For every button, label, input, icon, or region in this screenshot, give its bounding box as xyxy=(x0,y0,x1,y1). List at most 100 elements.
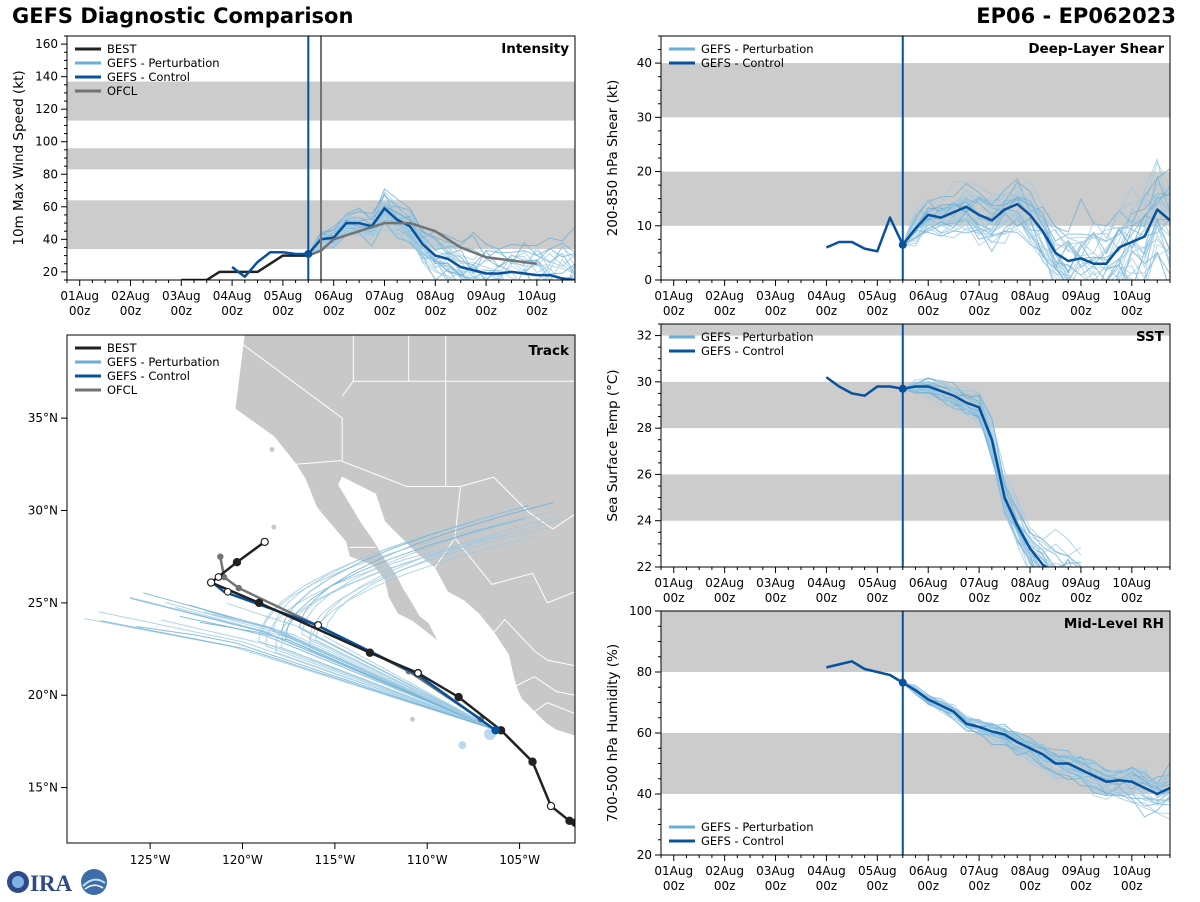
track-perturbation-27 xyxy=(136,626,498,731)
sst-xtick-label-day-8: 09Aug xyxy=(1062,576,1101,590)
sst-xtick-label-hour-0: 00z xyxy=(663,591,685,605)
rh-xtick-label-day-1: 02Aug xyxy=(705,864,744,878)
rh-init-marker xyxy=(898,678,907,687)
intensity-legend-label-3: OFCL xyxy=(107,84,138,98)
sst-xtick-label-hour-3: 00z xyxy=(816,591,838,605)
storm-id-label: EP06 - EP062023 xyxy=(976,4,1176,28)
track-perturbation-29 xyxy=(175,606,498,731)
cira-logo: IRA xyxy=(4,866,108,898)
shear-xtick-label-day-6: 07Aug xyxy=(960,289,999,303)
track-ytick-label-2: 25°N xyxy=(28,596,58,610)
shear-perturbation-line-29 xyxy=(902,183,1170,264)
shear-xtick-label-day-1: 02Aug xyxy=(705,289,744,303)
shear-panel: 01020304001Aug00z02Aug00z03Aug00z04Aug00… xyxy=(605,35,1171,318)
sst-perturbation-line-28 xyxy=(902,388,1038,567)
track-perturbation-21 xyxy=(284,517,526,731)
rh-plot-area xyxy=(661,611,1170,820)
intensity-xtick-label-day-7: 08Aug xyxy=(416,289,455,303)
shear-band-0 xyxy=(661,171,1170,226)
intensity-ylabel: 10m Max Wind Speed (kt) xyxy=(11,70,27,245)
intensity-xtick-label-day-1: 02Aug xyxy=(111,289,150,303)
track-perturbation-endpoint xyxy=(458,741,467,750)
intensity-xtick-label-hour-7: 00z xyxy=(425,304,447,318)
shear-perturbation-line-28 xyxy=(902,210,1170,280)
track-xtick-label-2: 115°W xyxy=(314,853,355,867)
shear-xtick-label-hour-6: 00z xyxy=(968,304,990,318)
sst-init-marker xyxy=(898,384,907,393)
sst-ytick-label-5: 32 xyxy=(637,329,652,343)
intensity-perturbation-line-29 xyxy=(307,201,575,275)
shear-series-gefs-control xyxy=(825,202,1170,265)
intensity-perturbation-line-15 xyxy=(307,194,575,266)
shear-xtick-label-hour-1: 00z xyxy=(714,304,736,318)
track-hollow-marker-1 xyxy=(214,573,223,581)
track-control-init-marker xyxy=(491,726,500,735)
intensity-series-ofcl xyxy=(307,221,538,265)
sst-xtick-label-hour-4: 00z xyxy=(867,591,889,605)
intensity-xtick-label-day-8: 09Aug xyxy=(467,289,506,303)
island-1 xyxy=(269,447,275,453)
sst-xtick-label-day-2: 03Aug xyxy=(756,576,795,590)
shear-xtick-label-hour-3: 00z xyxy=(816,304,838,318)
rh-ytick-label-0: 20 xyxy=(637,848,652,862)
sst-plot-area xyxy=(661,324,1170,567)
sst-xtick-label-day-4: 05Aug xyxy=(858,576,897,590)
intensity-legend-label-0: BEST xyxy=(107,42,137,56)
rh-xtick-label-hour-8: 00z xyxy=(1070,879,1092,893)
intensity-series-best xyxy=(181,254,309,280)
island-0 xyxy=(271,524,277,530)
rh-xtick-label-hour-3: 00z xyxy=(816,879,838,893)
sst-xtick-label-hour-7: 00z xyxy=(1019,591,1041,605)
sst-ylabel: Sea Surface Temp (°C) xyxy=(605,369,621,521)
track-map-area xyxy=(67,335,575,843)
track-ofcl-point xyxy=(235,584,242,592)
shear-xtick-label-hour-8: 00z xyxy=(1070,304,1092,318)
sst-ytick-label-4: 30 xyxy=(637,375,652,389)
rh-perturbation-line-28 xyxy=(902,682,1170,795)
track-best-point xyxy=(565,816,574,826)
rh-band-1 xyxy=(661,611,1170,672)
rh-perturbation-line-15 xyxy=(902,682,1170,818)
rh-ytick-label-2: 60 xyxy=(637,726,652,740)
rh-xtick-label-day-4: 05Aug xyxy=(858,864,897,878)
shear-ytick-label-2: 20 xyxy=(637,165,652,179)
intensity-init-marker xyxy=(304,249,313,258)
rh-xtick-label-day-3: 04Aug xyxy=(807,864,846,878)
intensity-perturbation-line-28 xyxy=(307,213,553,280)
sst-xtick-label-hour-5: 00z xyxy=(917,591,939,605)
shear-xtick-label-hour-4: 00z xyxy=(867,304,889,318)
intensity-panel: 2040608010012014016001Aug00z02Aug00z03Au… xyxy=(11,35,576,318)
intensity-xtick-label-day-6: 07Aug xyxy=(365,289,404,303)
shear-perturbation-line-25 xyxy=(902,222,1170,280)
track-perturbation-28 xyxy=(301,512,549,731)
track-xtick-label-1: 120°W xyxy=(222,853,263,867)
track-best-point xyxy=(254,598,264,608)
intensity-ytick-label-1: 40 xyxy=(43,232,58,246)
sst-ytick-label-2: 26 xyxy=(637,467,652,481)
rh-xtick-label-hour-2: 00z xyxy=(765,879,787,893)
intensity-ytick-label-4: 100 xyxy=(35,135,58,149)
track-frame xyxy=(66,334,576,844)
island-2 xyxy=(409,716,415,722)
shear-ytick-label-3: 30 xyxy=(637,110,652,124)
track-perturbation-4 xyxy=(226,602,498,731)
rh-series-gefs-control xyxy=(826,660,1170,796)
sst-xtick-label-hour-6: 00z xyxy=(968,591,990,605)
track-best-point xyxy=(365,648,375,657)
sst-xtick-label-day-5: 06Aug xyxy=(909,576,948,590)
sst-ytick-label-3: 28 xyxy=(637,421,652,435)
track-ytick-label-1: 20°N xyxy=(28,688,58,702)
track-best-point xyxy=(546,801,556,811)
rh-ytick-label-3: 80 xyxy=(637,665,652,679)
rh-xtick-label-hour-9: 00z xyxy=(1121,879,1143,893)
rh-xtick-label-day-0: 01Aug xyxy=(654,864,693,878)
shear-ytick-label-4: 40 xyxy=(637,56,652,70)
track-panel-title: Track xyxy=(529,343,570,359)
border-line-10 xyxy=(515,676,575,696)
track-perturbation-13 xyxy=(308,527,549,731)
intensity-ytick-label-7: 160 xyxy=(35,37,58,51)
track-perturbation-22 xyxy=(160,619,498,731)
intensity-panel-title: Intensity xyxy=(501,41,569,57)
track-ytick-label-4: 35°N xyxy=(28,411,58,425)
shear-perturbation-line-24 xyxy=(902,193,1170,261)
